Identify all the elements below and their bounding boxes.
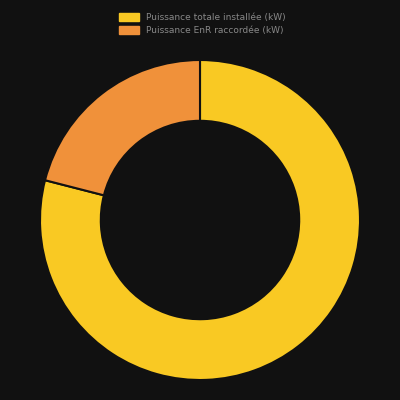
Legend: Puissance totale installée (kW), Puissance EnR raccordée (kW): Puissance totale installée (kW), Puissan… xyxy=(116,10,289,38)
Wedge shape xyxy=(40,60,360,380)
Wedge shape xyxy=(45,60,200,195)
